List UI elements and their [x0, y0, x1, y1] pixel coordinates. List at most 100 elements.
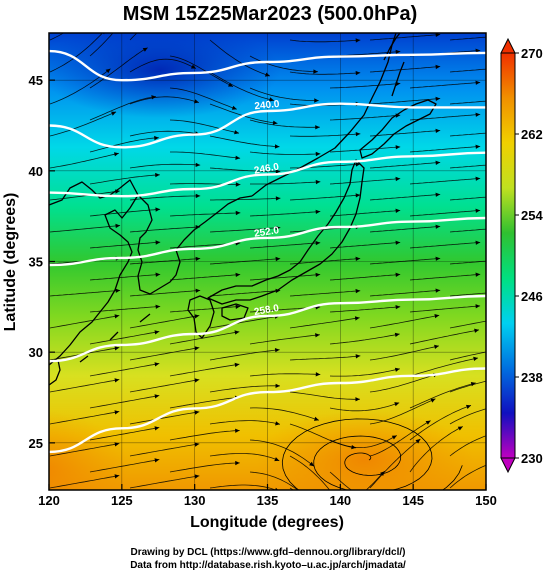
y-tick-label: 40 — [29, 164, 43, 179]
streamline — [49, 152, 119, 169]
streamline — [49, 190, 120, 201]
x-axis-label: Longitude (degrees) — [190, 514, 344, 531]
streamline-arrowhead — [115, 189, 120, 194]
streamline-arrowhead — [394, 367, 400, 372]
streamline — [169, 363, 240, 377]
x-tick-label: 125 — [111, 493, 133, 508]
streamline-arrowhead — [111, 111, 117, 116]
streamline — [49, 33, 103, 73]
streamline-arrowhead — [355, 354, 361, 359]
streamline — [289, 391, 360, 400]
streamline-arrowhead — [435, 256, 441, 261]
streamline-arrowhead — [195, 193, 201, 199]
streamline-arrowhead — [354, 316, 360, 321]
streamline-arrowhead — [275, 169, 281, 174]
streamline-arrowhead — [434, 314, 440, 319]
isotherm-label: 246.0 — [253, 161, 280, 176]
streamline-arrowhead — [430, 398, 436, 403]
streamline — [409, 242, 481, 249]
streamline-arrowhead — [475, 208, 481, 213]
streamline — [409, 305, 481, 313]
streamline — [129, 195, 201, 201]
streamline-arrowhead — [235, 304, 241, 309]
streamline — [169, 274, 241, 281]
streamline — [329, 333, 400, 345]
isotherm-label: 258.0 — [253, 303, 280, 318]
streamline — [49, 225, 121, 233]
streamline-arrowhead — [231, 105, 237, 110]
streamline-arrowhead — [274, 144, 280, 149]
streamline-arrowhead — [235, 182, 241, 187]
streamline — [449, 228, 486, 233]
streamline — [329, 83, 401, 89]
streamline-arrowhead — [355, 38, 361, 43]
streamline — [329, 178, 401, 185]
streamline — [129, 290, 201, 297]
streamline-arrowhead — [195, 288, 201, 293]
streamline — [490, 242, 548, 248]
streamline-arrowhead — [395, 208, 401, 213]
streamline — [209, 39, 271, 77]
streamline-arrowhead — [314, 416, 319, 421]
streamline-arrowhead — [475, 112, 481, 117]
streamline-arrowhead — [516, 193, 521, 197]
streamline — [209, 227, 281, 233]
streamline-arrowhead — [425, 420, 431, 425]
streamline — [49, 411, 120, 425]
streamline — [369, 226, 441, 233]
streamline — [89, 174, 160, 185]
streamline — [449, 196, 486, 201]
streamline-arrowhead — [475, 176, 481, 181]
streamline — [329, 114, 401, 121]
streamline — [250, 181, 321, 185]
streamline — [490, 394, 548, 408]
x-tick-label: 140 — [329, 493, 351, 508]
coast-kyushu — [187, 295, 215, 339]
streamline — [209, 71, 275, 101]
isotherm-line — [49, 102, 486, 149]
streamline — [129, 443, 200, 457]
colorbar-tick-label: 254 — [521, 208, 543, 223]
streamline — [209, 258, 281, 265]
x-tick-label: 135 — [257, 493, 279, 508]
streamline — [369, 162, 441, 169]
streamline — [249, 274, 321, 281]
y-tick-label: 35 — [29, 255, 43, 270]
streamline — [369, 345, 439, 361]
isotherm-line — [49, 151, 486, 198]
streamline-arrowhead — [194, 442, 200, 447]
streamline-arrowhead — [155, 272, 161, 277]
colorbar-tick-label: 270 — [521, 46, 543, 61]
anticyclone-spiral — [281, 418, 463, 490]
streamline — [209, 349, 280, 361]
streamline — [169, 183, 241, 185]
streamline-arrowhead — [315, 179, 321, 185]
streamline-arrowhead — [194, 410, 200, 415]
streamline-arrowhead — [275, 225, 281, 230]
x-axis-ticks: 120 125 130 135 140 145 150 — [38, 484, 497, 508]
streamline-arrowhead — [395, 272, 401, 277]
y-axis-ticks: 25 30 35 40 45 — [29, 73, 55, 451]
streamline — [490, 114, 548, 120]
streamline-arrowhead — [315, 125, 320, 130]
streamline-arrowhead — [235, 272, 241, 277]
streamline-arrowhead — [234, 362, 240, 368]
coast-korea-peninsula — [137, 194, 253, 295]
streamline-arrowhead — [516, 225, 521, 229]
streamline — [449, 36, 486, 41]
streamline — [369, 194, 441, 201]
streamline-arrowhead — [103, 0, 108, 4]
streamline — [209, 385, 281, 393]
streamline — [89, 47, 148, 89]
streamline-arrowhead — [473, 356, 478, 361]
streamline-arrowhead — [313, 69, 318, 74]
streamline — [369, 314, 440, 329]
streamline-arrowhead — [435, 192, 441, 197]
streamline — [490, 178, 548, 184]
streamline — [169, 396, 240, 409]
streamline — [409, 114, 481, 121]
streamline — [449, 164, 486, 169]
y-tick-label: 25 — [29, 436, 43, 451]
streamline-arrowhead — [395, 240, 401, 245]
isotherm-line — [49, 49, 486, 82]
